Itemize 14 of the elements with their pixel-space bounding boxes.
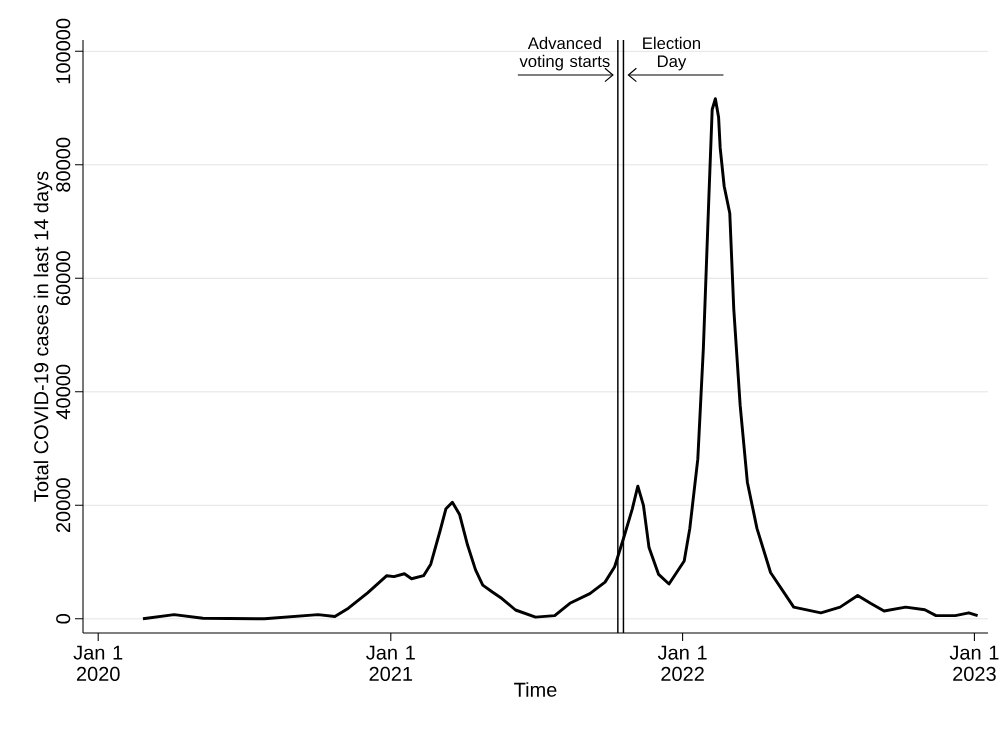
ref-line-label: Advanced voting starts bbox=[519, 36, 610, 71]
y-tick-label: 100000 bbox=[56, 18, 71, 84]
y-tick-label: 80000 bbox=[56, 137, 71, 192]
x-tick-label: Jan 1 2021 bbox=[366, 645, 415, 681]
x-tick-label: Jan 1 2023 bbox=[949, 645, 999, 681]
ref-line-label: Election Day bbox=[643, 36, 700, 71]
y-tick-label: 40000 bbox=[56, 364, 71, 420]
y-tick-label: 60000 bbox=[56, 251, 71, 306]
x-tick-label: Jan 1 2020 bbox=[73, 645, 123, 681]
x-axis-title: Time bbox=[514, 682, 557, 697]
y-tick-label: 0 bbox=[56, 614, 71, 624]
y-tick-label: 20000 bbox=[56, 478, 71, 533]
y-axis-title: Total COVID-19 cases in last 14 days bbox=[33, 171, 53, 502]
x-tick-label: Jan 1 2022 bbox=[657, 645, 707, 681]
